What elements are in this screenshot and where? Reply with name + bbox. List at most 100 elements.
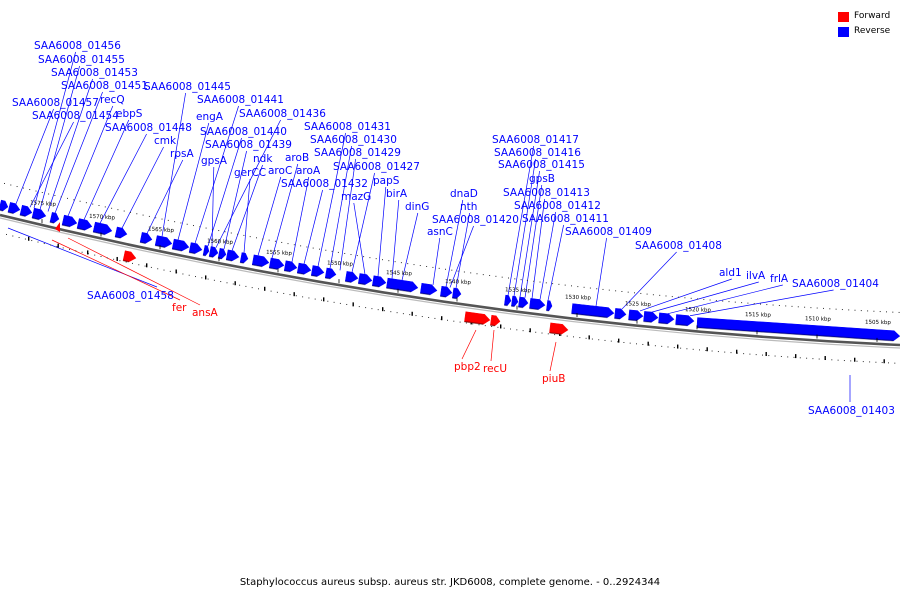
minor-dot-upper	[394, 261, 396, 263]
minor-dot-lower	[150, 266, 152, 268]
minor-dot-upper	[835, 308, 837, 310]
reverse-gene-arrow	[114, 226, 128, 239]
minor-dot-upper	[256, 237, 257, 239]
forward-gene-label: recU	[483, 363, 507, 375]
gene-shadow	[122, 259, 130, 263]
minor-dot-lower	[138, 264, 140, 266]
minor-dot-upper	[602, 288, 604, 290]
reverse-gene-label: SAA6008_01415	[498, 159, 585, 171]
minor-dot-upper	[583, 286, 585, 288]
minor-dot-lower	[188, 274, 190, 276]
minor-dot-upper	[312, 247, 314, 249]
minor-dot-upper	[652, 294, 654, 296]
reverse-gene-label: SAA6008_01413	[503, 187, 590, 199]
minor-dot-lower	[478, 324, 480, 326]
minor-dot-lower	[119, 260, 121, 262]
minor-dot-lower	[402, 313, 404, 315]
minor-dot-lower	[673, 347, 675, 349]
reverse-gene-label: nth	[460, 201, 477, 213]
minor-dot-lower	[113, 258, 115, 260]
reverse-gene-label: SAA6008_01436	[239, 108, 326, 120]
minor-dot-upper	[369, 257, 371, 259]
major-dash-lower	[116, 256, 118, 261]
forward-label-leader	[490, 329, 495, 362]
reverse-gene	[7, 202, 21, 215]
reverse-gene	[643, 311, 659, 323]
scale-tick-label: 1525 kbp	[625, 301, 652, 308]
minor-dot-upper	[697, 298, 698, 300]
minor-dot-upper	[167, 219, 169, 221]
major-dash-lower	[87, 250, 89, 255]
reverse-gene-label: SAA6008_01439	[205, 139, 292, 151]
reverse-label-leader	[667, 284, 783, 315]
minor-dot-upper	[337, 251, 339, 253]
reverse-label-leader	[15, 108, 54, 205]
gene-shadow	[208, 255, 214, 258]
reverse-label-leader	[432, 237, 441, 286]
reverse-gene-arrow	[628, 309, 644, 321]
scale-tick-label: 1510 kbp	[805, 316, 832, 322]
minor-dot-upper	[470, 272, 472, 274]
minor-dot-lower	[56, 245, 58, 247]
minor-dot-lower	[428, 316, 430, 318]
reverse-label-leader	[445, 199, 464, 287]
major-dash-lower	[854, 357, 856, 362]
reverse-gene	[31, 207, 47, 221]
reverse-gene-arrow	[76, 218, 93, 231]
reverse-gene-arrow	[61, 214, 78, 227]
scale-tick-label: 1505 kbp	[865, 320, 892, 326]
reverse-label-leader	[223, 150, 247, 250]
major-dash-lower	[765, 352, 767, 357]
scale-tick-label: 1545 kbp	[386, 270, 413, 277]
minor-dot-upper	[237, 233, 239, 235]
minor-dot-lower	[371, 308, 373, 310]
minor-dot-upper	[495, 275, 497, 277]
minor-dot-lower	[232, 283, 234, 285]
minor-dot-lower	[472, 323, 474, 325]
minor-dot-upper	[848, 309, 850, 311]
reverse-gene-label: ilvA	[746, 270, 766, 282]
reverse-gene-label: aroC	[268, 165, 292, 177]
reverse-label-leader	[67, 105, 114, 217]
reverse-gene-label: gpsB	[529, 173, 555, 185]
minor-dot-lower	[447, 319, 448, 321]
minor-dot-lower	[308, 297, 310, 299]
reverse-gene-arrow	[440, 285, 453, 298]
minor-dot-upper	[451, 269, 453, 271]
minor-dot-lower	[327, 300, 329, 302]
minor-dot-lower	[24, 238, 26, 240]
minor-dot-upper	[224, 231, 226, 233]
forward-gene-label: pbp2	[454, 361, 481, 373]
reverse-gene	[239, 252, 249, 264]
reverse-label-leader	[531, 198, 545, 299]
scale-tick-label: 1530 kbp	[565, 295, 592, 302]
minor-dot-upper	[797, 306, 799, 308]
scale-tick-label: 1565 kbp	[148, 227, 175, 235]
minor-dot-lower	[806, 357, 808, 359]
minor-dot-upper	[136, 213, 138, 215]
minor-dot-lower	[195, 276, 196, 278]
gene-shadow	[269, 267, 278, 271]
major-dash-lower	[323, 297, 325, 302]
minor-dot-lower	[421, 316, 423, 318]
minor-dot-upper	[778, 304, 780, 306]
minor-dot-upper	[514, 278, 516, 280]
gene-shadow	[139, 241, 146, 245]
minor-dot-upper	[363, 256, 365, 258]
minor-dot-upper	[463, 271, 465, 273]
forward-gene-label: ansA	[192, 307, 219, 319]
reverse-label-leader	[449, 225, 474, 288]
minor-dot-upper	[753, 303, 755, 305]
minor-dot-upper	[816, 307, 818, 309]
reverse-label-leader	[211, 166, 215, 247]
gene-shadow	[529, 307, 539, 311]
minor-dot-upper	[596, 288, 598, 290]
minor-dot-lower	[465, 322, 467, 324]
minor-dot-upper	[627, 291, 629, 293]
reverse-gene-arrow	[154, 235, 173, 248]
reverse-gene-label: SAA6008_01417	[492, 134, 579, 146]
minor-dot-upper	[766, 304, 768, 306]
reverse-gene	[251, 254, 270, 268]
minor-dot-upper	[577, 286, 579, 288]
reverse-gene	[504, 294, 512, 307]
